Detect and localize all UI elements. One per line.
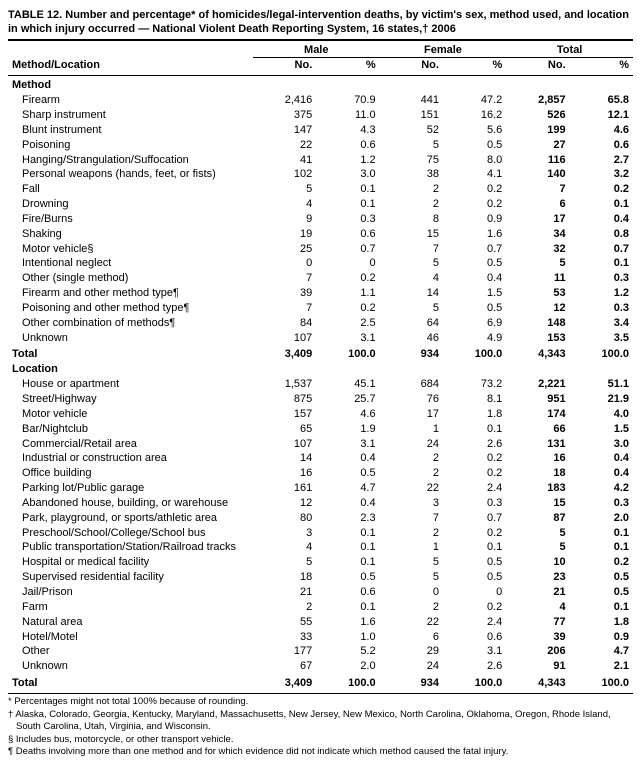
- table-row: Hotel/Motel331.060.6390.9: [8, 630, 633, 645]
- header-row-sub: Method/Location No. % No. % No. %: [8, 58, 633, 73]
- table-row: Other (single method)70.240.4110.3: [8, 271, 633, 286]
- table-row: Personal weapons (hands, feet, or fists)…: [8, 167, 633, 182]
- table-row: Blunt instrument1474.3525.61994.6: [8, 123, 633, 138]
- footnote: ¶ Deaths involving more than one method …: [16, 746, 633, 758]
- table-row: Poisoning and other method type¶70.250.5…: [8, 301, 633, 316]
- col-group-male: Male: [253, 43, 380, 58]
- table-row: Poisoning220.650.5270.6: [8, 138, 633, 153]
- table-row: Firearm2,41670.944147.22,85765.8: [8, 93, 633, 108]
- table-row: Street/Highway87525.7768.195121.9: [8, 392, 633, 407]
- table-row: Jail/Prison210.600210.5: [8, 585, 633, 600]
- table-row: Bar/Nightclub651.910.1661.5: [8, 422, 633, 437]
- table-row: Sharp instrument37511.015116.252612.1: [8, 108, 633, 123]
- table-row: House or apartment1,53745.168473.22,2215…: [8, 377, 633, 392]
- col-total-pct: %: [570, 58, 633, 73]
- table-row: Parking lot/Public garage1614.7222.41834…: [8, 481, 633, 496]
- total-row: Total3,409100.0934100.04,343100.0: [8, 674, 633, 691]
- table-row: Office building160.520.2180.4: [8, 466, 633, 481]
- footnote: § Includes bus, motorcycle, or other tra…: [16, 734, 633, 746]
- table-row: Fire/Burns90.380.9170.4: [8, 212, 633, 227]
- table-row: Shaking190.6151.6340.8: [8, 227, 633, 242]
- table-row: Motor vehicle§250.770.7320.7: [8, 242, 633, 257]
- col-female-no: No.: [380, 58, 443, 73]
- col-male-pct: %: [316, 58, 379, 73]
- rule-top: [8, 39, 633, 41]
- table-row: Natural area551.6222.4771.8: [8, 615, 633, 630]
- table-row: Firearm and other method type¶391.1141.5…: [8, 286, 633, 301]
- total-row: Total3,409100.0934100.04,343100.0: [8, 345, 633, 362]
- table-title: TABLE 12. Number and percentage* of homi…: [8, 8, 633, 37]
- col-female-pct: %: [443, 58, 506, 73]
- footnotes: * Percentages might not total 100% becau…: [8, 696, 633, 758]
- table-row: Commercial/Retail area1073.1242.61313.0: [8, 437, 633, 452]
- table-row: Intentional neglect0050.550.1: [8, 256, 633, 271]
- table-row: Drowning40.120.260.1: [8, 197, 633, 212]
- rule-bottom: [8, 693, 633, 694]
- footnote: * Percentages might not total 100% becau…: [16, 696, 633, 708]
- table-row: Fall50.120.270.2: [8, 182, 633, 197]
- header-row-groups: Male Female Total: [8, 43, 633, 58]
- table-row: Abandoned house, building, or warehouse1…: [8, 496, 633, 511]
- table-row: Unknown1073.1464.91533.5: [8, 331, 633, 346]
- col-group-female: Female: [380, 43, 507, 58]
- table-row: Other1775.2293.12064.7: [8, 644, 633, 659]
- footnote: † Alaska, Colorado, Georgia, Kentucky, M…: [16, 709, 633, 733]
- col-method-location: Method/Location: [8, 58, 253, 73]
- data-table: Male Female Total Method/Location No. % …: [8, 43, 633, 691]
- table-row: Motor vehicle1574.6171.81744.0: [8, 407, 633, 422]
- col-male-no: No.: [253, 58, 316, 73]
- table-row: Other combination of methods¶842.5646.91…: [8, 316, 633, 331]
- section-label: Location: [8, 362, 633, 377]
- table-row: Supervised residential facility180.550.5…: [8, 570, 633, 585]
- col-group-total: Total: [506, 43, 633, 58]
- table-row: Hanging/Strangulation/Suffocation411.275…: [8, 153, 633, 168]
- table-row: Public transportation/Station/Railroad t…: [8, 540, 633, 555]
- table-row: Industrial or construction area140.420.2…: [8, 451, 633, 466]
- table-row: Unknown672.0242.6912.1: [8, 659, 633, 674]
- table-row: Hospital or medical facility50.150.5100.…: [8, 555, 633, 570]
- table-row: Preschool/School/College/School bus30.12…: [8, 526, 633, 541]
- section-label: Method: [8, 78, 633, 93]
- table-row: Farm20.120.240.1: [8, 600, 633, 615]
- table-row: Park, playground, or sports/athletic are…: [8, 511, 633, 526]
- col-total-no: No.: [506, 58, 569, 73]
